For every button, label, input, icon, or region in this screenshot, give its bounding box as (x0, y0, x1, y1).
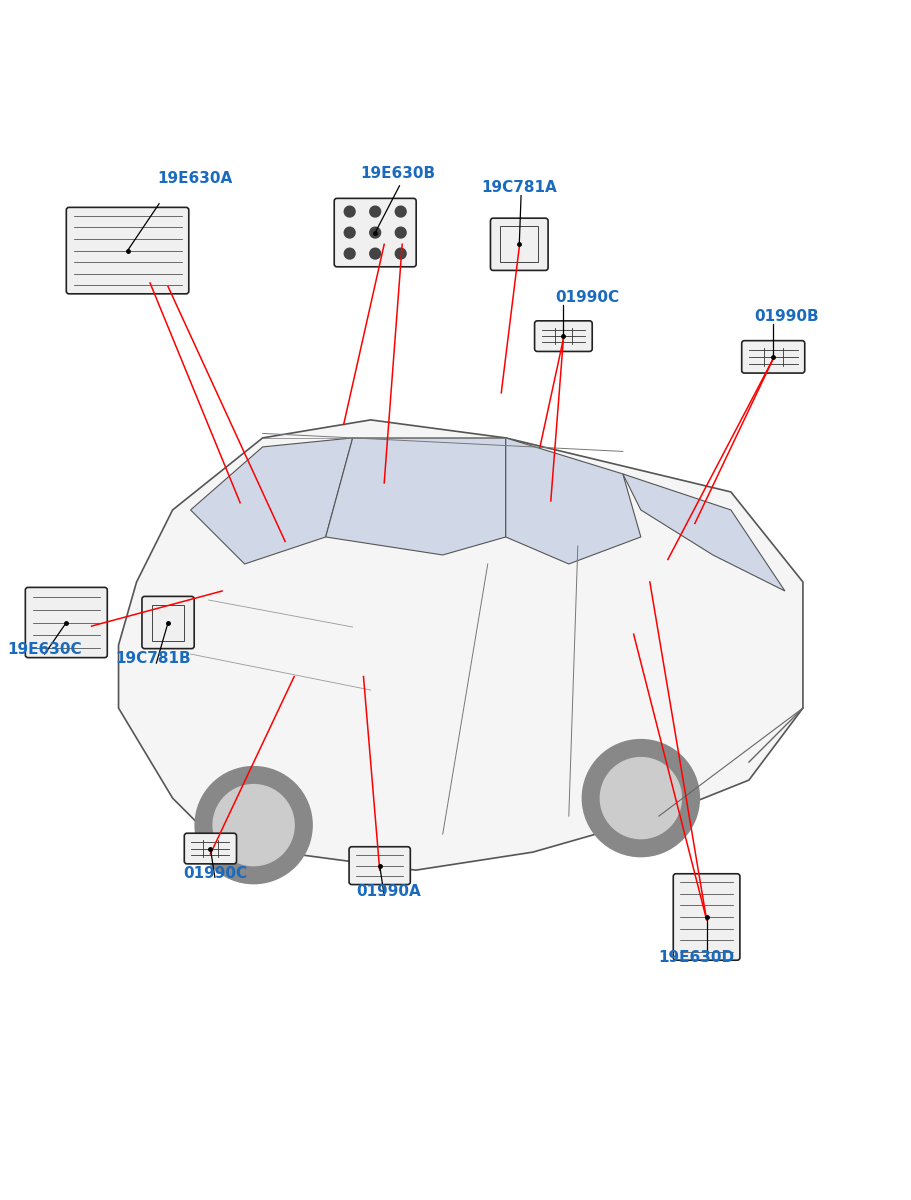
Bar (663, 616, 683, 636)
Bar (582, 697, 602, 718)
Bar (562, 595, 582, 616)
Bar (643, 554, 663, 575)
Bar (602, 636, 623, 656)
Circle shape (370, 248, 381, 259)
Bar (643, 595, 663, 616)
Bar (582, 656, 602, 677)
Bar (602, 554, 623, 575)
Bar (542, 656, 562, 677)
Bar (623, 616, 643, 636)
Text: 01990C: 01990C (555, 289, 619, 305)
Circle shape (582, 739, 700, 857)
Polygon shape (190, 438, 353, 564)
Circle shape (395, 227, 406, 238)
Text: 19C781A: 19C781A (481, 180, 558, 194)
Bar (683, 554, 704, 575)
Bar (643, 677, 663, 697)
Bar (663, 697, 683, 718)
Bar (562, 636, 582, 656)
Bar (152, 605, 184, 641)
Text: c  a  r     p  a  r  t  s: c a r p a r t s (394, 647, 527, 661)
Bar (643, 636, 663, 656)
Text: 01990B: 01990B (754, 310, 819, 324)
FancyBboxPatch shape (490, 218, 548, 270)
Bar (542, 697, 562, 718)
FancyBboxPatch shape (535, 320, 592, 352)
Circle shape (600, 757, 681, 839)
FancyBboxPatch shape (26, 587, 107, 658)
Bar (623, 656, 643, 677)
Bar (683, 677, 704, 697)
Polygon shape (506, 438, 640, 564)
Text: 19E630B: 19E630B (360, 167, 435, 181)
Circle shape (344, 227, 355, 238)
FancyBboxPatch shape (673, 874, 740, 960)
Circle shape (344, 206, 355, 217)
Text: 01990A: 01990A (356, 884, 421, 899)
Bar (542, 575, 562, 595)
Bar (542, 616, 562, 636)
Bar (683, 595, 704, 616)
Circle shape (195, 767, 312, 883)
Bar (582, 616, 602, 636)
Circle shape (344, 248, 355, 259)
Bar (500, 227, 538, 263)
Text: 19E630C: 19E630C (7, 642, 82, 656)
Circle shape (213, 785, 294, 865)
Bar (602, 677, 623, 697)
Bar (683, 636, 704, 656)
Bar (623, 697, 643, 718)
Bar (663, 575, 683, 595)
FancyBboxPatch shape (349, 847, 410, 884)
Bar (623, 575, 643, 595)
FancyBboxPatch shape (334, 198, 416, 266)
Bar (602, 595, 623, 616)
Bar (663, 656, 683, 677)
Circle shape (370, 206, 381, 217)
Text: 19E630D: 19E630D (659, 949, 735, 965)
FancyBboxPatch shape (142, 596, 194, 649)
Circle shape (370, 227, 381, 238)
Polygon shape (623, 474, 785, 590)
Bar (582, 575, 602, 595)
Text: cuderia: cuderia (309, 565, 613, 635)
Circle shape (395, 206, 406, 217)
Bar (562, 554, 582, 575)
Circle shape (395, 248, 406, 259)
Polygon shape (118, 420, 803, 870)
Text: 01990C: 01990C (184, 866, 248, 881)
FancyBboxPatch shape (742, 341, 804, 373)
Text: 19C781B: 19C781B (115, 650, 190, 666)
FancyBboxPatch shape (67, 208, 189, 294)
Text: 19E630A: 19E630A (158, 170, 232, 186)
Bar (562, 677, 582, 697)
Polygon shape (325, 438, 506, 554)
FancyBboxPatch shape (184, 833, 237, 864)
